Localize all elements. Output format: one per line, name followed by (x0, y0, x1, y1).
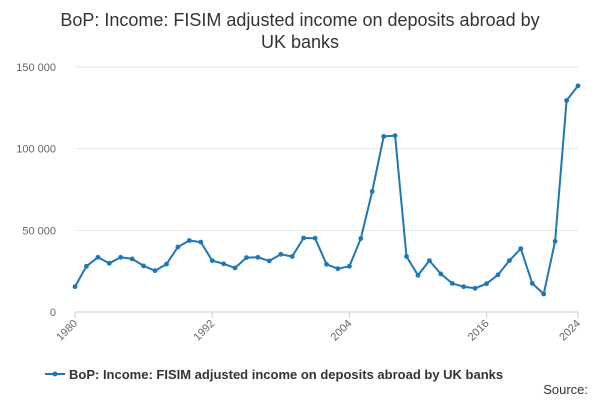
data-point[interactable] (141, 263, 147, 269)
data-point[interactable] (381, 134, 387, 139)
data-point[interactable] (529, 281, 535, 286)
data-point[interactable] (232, 265, 238, 271)
data-point[interactable] (209, 258, 215, 263)
y-tick-label: 100 000 (16, 144, 56, 156)
data-point[interactable] (541, 291, 547, 297)
legend-label: BoP: Income: FISIM adjusted income on de… (69, 367, 503, 382)
data-point[interactable] (186, 238, 192, 243)
data-point[interactable] (312, 235, 318, 241)
y-axis-ticks: 0 50 000 100 000 150 000 (16, 62, 56, 319)
data-point[interactable] (392, 133, 398, 139)
y-tick-label: 150 000 (16, 62, 56, 74)
data-point[interactable] (461, 284, 467, 290)
series-group (72, 83, 581, 297)
data-point[interactable] (347, 263, 352, 269)
y-tick-label: 0 (50, 307, 56, 319)
data-point[interactable] (244, 255, 249, 260)
x-tick-label: 2004 (329, 318, 355, 344)
data-point[interactable] (472, 285, 478, 291)
data-point[interactable] (129, 256, 135, 262)
data-point[interactable] (95, 254, 101, 260)
data-point[interactable] (427, 258, 432, 263)
data-point[interactable] (484, 281, 489, 287)
data-point[interactable] (449, 281, 455, 286)
data-point[interactable] (507, 258, 512, 263)
x-tick-label: 1980 (54, 318, 80, 344)
source-label: Source: (543, 382, 588, 397)
data-point[interactable] (358, 236, 364, 241)
chart-title-line-1: BoP: Income: FISIM adjusted income on de… (60, 10, 539, 30)
data-point[interactable] (255, 254, 261, 260)
x-tick-label: 1992 (192, 318, 218, 344)
data-point[interactable] (575, 83, 581, 89)
data-point[interactable] (175, 244, 181, 250)
data-point[interactable] (84, 263, 89, 269)
y-tick-label: 50 000 (22, 225, 56, 237)
data-point[interactable] (564, 98, 569, 103)
data-point[interactable] (289, 254, 295, 259)
data-point[interactable] (369, 189, 375, 194)
data-point[interactable] (152, 268, 158, 274)
data-point[interactable] (415, 272, 421, 278)
data-point[interactable] (335, 266, 341, 272)
data-point[interactable] (164, 261, 169, 267)
x-tick-label: 2016 (466, 318, 492, 344)
data-point[interactable] (118, 254, 124, 260)
x-tick-label: 2024 (557, 318, 583, 344)
data-point[interactable] (518, 246, 524, 252)
data-point[interactable] (72, 284, 78, 290)
x-axis-ticks: 1980 1992 2004 2016 2024 (54, 312, 583, 343)
data-point[interactable] (301, 235, 306, 241)
data-point[interactable] (221, 261, 227, 267)
legend-marker-swatch (52, 371, 58, 377)
data-point[interactable] (278, 251, 284, 257)
data-point[interactable] (266, 258, 272, 264)
data-point[interactable] (404, 254, 409, 259)
data-point[interactable] (495, 272, 501, 278)
data-point[interactable] (198, 239, 204, 245)
data-point[interactable] (438, 271, 444, 277)
grid-lines (75, 66, 578, 313)
data-point[interactable] (324, 261, 329, 267)
data-point[interactable] (106, 260, 112, 266)
legend[interactable]: BoP: Income: FISIM adjusted income on de… (45, 367, 503, 382)
chart-title-line-2: UK banks (261, 32, 339, 52)
data-point[interactable] (552, 238, 558, 244)
